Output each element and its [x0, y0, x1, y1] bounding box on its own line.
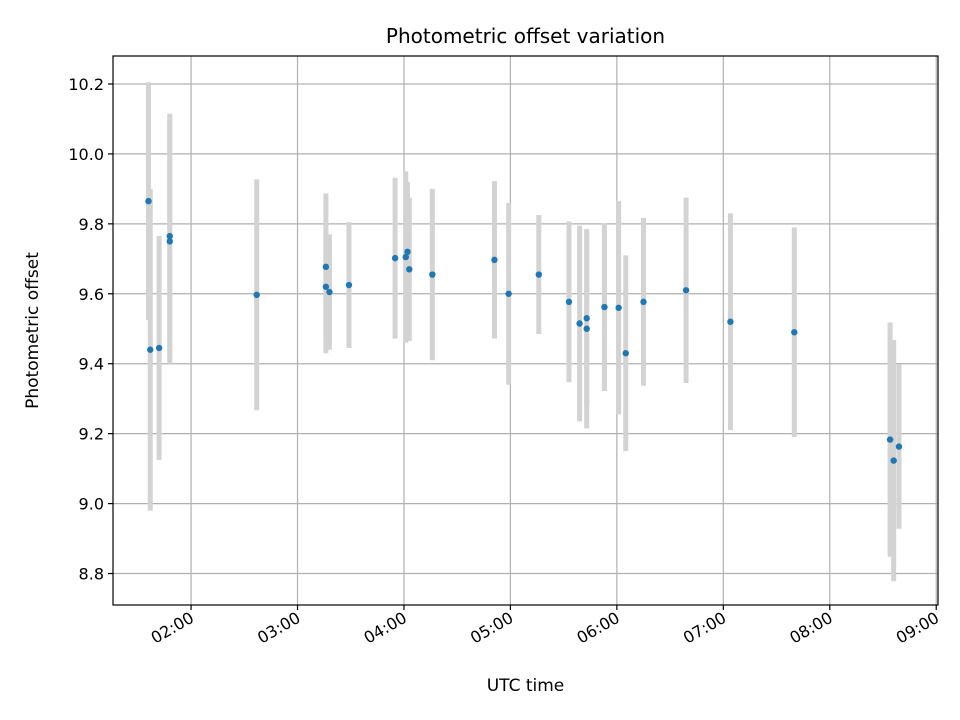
- data-point: [583, 315, 590, 322]
- data-point: [345, 281, 353, 289]
- data-point: [322, 263, 330, 271]
- y-tick-label: 9.4: [79, 355, 104, 374]
- data-points: [145, 197, 903, 464]
- data-point: [429, 271, 436, 278]
- chart-title: Photometric offset variation: [386, 24, 665, 48]
- data-point: [402, 253, 409, 261]
- data-point: [622, 350, 629, 357]
- y-tick-label: 9.0: [79, 495, 104, 514]
- grid-lines: [113, 56, 938, 605]
- x-tick-label: 02:00: [148, 608, 197, 648]
- data-point: [145, 197, 152, 205]
- y-tick-label: 10.0: [68, 145, 104, 164]
- y-tick-label: 10.2: [68, 75, 104, 94]
- x-tick-label: 05:00: [467, 608, 516, 648]
- data-point: [404, 248, 411, 256]
- data-point: [583, 325, 590, 332]
- data-point: [895, 443, 903, 450]
- y-tick-label: 9.8: [79, 215, 104, 234]
- data-point: [601, 303, 608, 311]
- data-point: [727, 318, 734, 325]
- data-point: [166, 238, 173, 245]
- x-tick-label: 04:00: [361, 608, 410, 648]
- data-point: [505, 290, 512, 297]
- data-point: [682, 287, 690, 294]
- y-axis-ticks: 8.8 9.0 9.2 9.4 9.6 9.8 10.0 10.2: [68, 75, 113, 584]
- data-point: [890, 457, 897, 464]
- data-point: [491, 256, 498, 264]
- data-point: [253, 291, 260, 299]
- data-point: [535, 271, 543, 278]
- data-point: [640, 298, 647, 306]
- data-point: [155, 344, 163, 352]
- data-point: [391, 254, 399, 262]
- x-tick-label: 09:00: [893, 608, 942, 648]
- y-axis-label: Photometric offset: [23, 252, 43, 409]
- data-point: [886, 436, 894, 443]
- y-tick-label: 9.2: [79, 425, 104, 444]
- x-tick-label: 06:00: [573, 608, 622, 648]
- data-point: [565, 298, 573, 306]
- data-point: [406, 266, 413, 273]
- data-point: [615, 304, 622, 311]
- x-tick-label: 07:00: [680, 608, 729, 648]
- x-axis-ticks: 02:00 03:00 04:00 05:00 06:00 07:00 08:00 09:00: [148, 605, 942, 648]
- x-axis-label: UTC time: [487, 676, 565, 696]
- data-point: [576, 320, 583, 327]
- plot-frame: [112, 55, 939, 606]
- data-point: [322, 283, 330, 290]
- y-tick-label: 9.6: [79, 285, 104, 304]
- x-tick-label: 08:00: [786, 608, 835, 648]
- y-tick-label: 8.8: [79, 565, 104, 584]
- error-bars: [145, 82, 902, 582]
- data-point: [166, 232, 173, 240]
- data-point: [326, 288, 333, 296]
- x-tick-label: 03:00: [254, 608, 303, 648]
- data-point: [147, 346, 154, 353]
- data-point: [791, 329, 798, 336]
